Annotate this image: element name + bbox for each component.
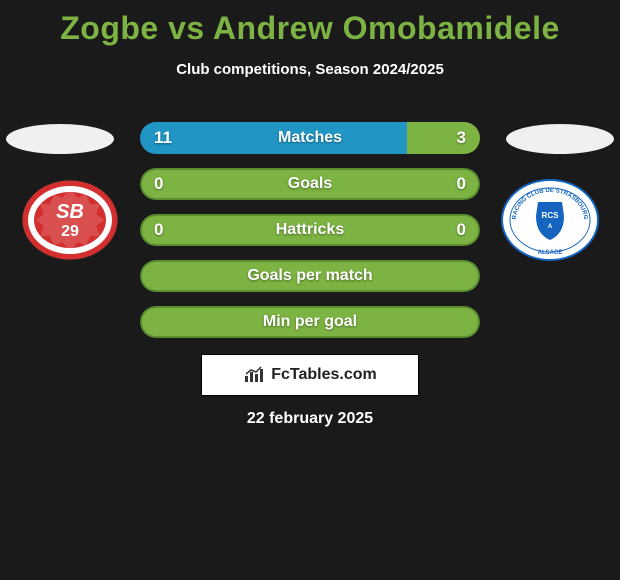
- bar-value-right: 3: [457, 128, 466, 148]
- date-label: 22 february 2025: [0, 410, 620, 428]
- svg-text:ALSACE: ALSACE: [538, 250, 563, 256]
- club-badge-left: SB 29: [20, 178, 120, 262]
- club-badge-right: RCS A RACING CLUB DE STRASBOURG ALSACE: [500, 178, 600, 262]
- stat-bar: 11 3 Matches: [140, 122, 480, 154]
- brand-text: FcTables.com: [271, 366, 377, 384]
- subtitle: Club competitions, Season 2024/2025: [0, 61, 620, 78]
- stat-bars-container: 11 3 Matches 0 0 Goals 0 0 Hattricks Goals per ma…: [140, 122, 480, 352]
- bar-label: Goals: [288, 175, 332, 193]
- bar-value-right: 0: [457, 220, 466, 240]
- page-title: Zogbe vs Andrew Omobamidele: [0, 0, 620, 47]
- bar-value-left: 0: [154, 174, 163, 194]
- svg-text:RCS: RCS: [542, 211, 560, 220]
- bar-label: Matches: [278, 129, 342, 147]
- bar-label: Hattricks: [276, 221, 344, 239]
- stat-bar: 0 0 Hattricks: [140, 214, 480, 246]
- bar-value-left: 0: [154, 220, 163, 240]
- stat-bar: 0 0 Goals: [140, 168, 480, 200]
- player-left-placeholder: [6, 124, 114, 154]
- stat-bar: Min per goal: [140, 306, 480, 338]
- bar-value-right: 0: [457, 174, 466, 194]
- bar-label: Goals per match: [247, 267, 372, 285]
- svg-text:SB: SB: [56, 201, 84, 223]
- bar-fill-right: [407, 122, 480, 154]
- player-right-placeholder: [506, 124, 614, 154]
- bar-value-left: 11: [154, 128, 172, 148]
- chart-icon: [243, 366, 265, 384]
- svg-text:A: A: [548, 224, 553, 230]
- bar-label: Min per goal: [263, 313, 357, 331]
- brand-badge: FcTables.com: [201, 354, 419, 396]
- stat-bar: Goals per match: [140, 260, 480, 292]
- svg-text:29: 29: [61, 223, 79, 240]
- bar-fill-left: [140, 122, 407, 154]
